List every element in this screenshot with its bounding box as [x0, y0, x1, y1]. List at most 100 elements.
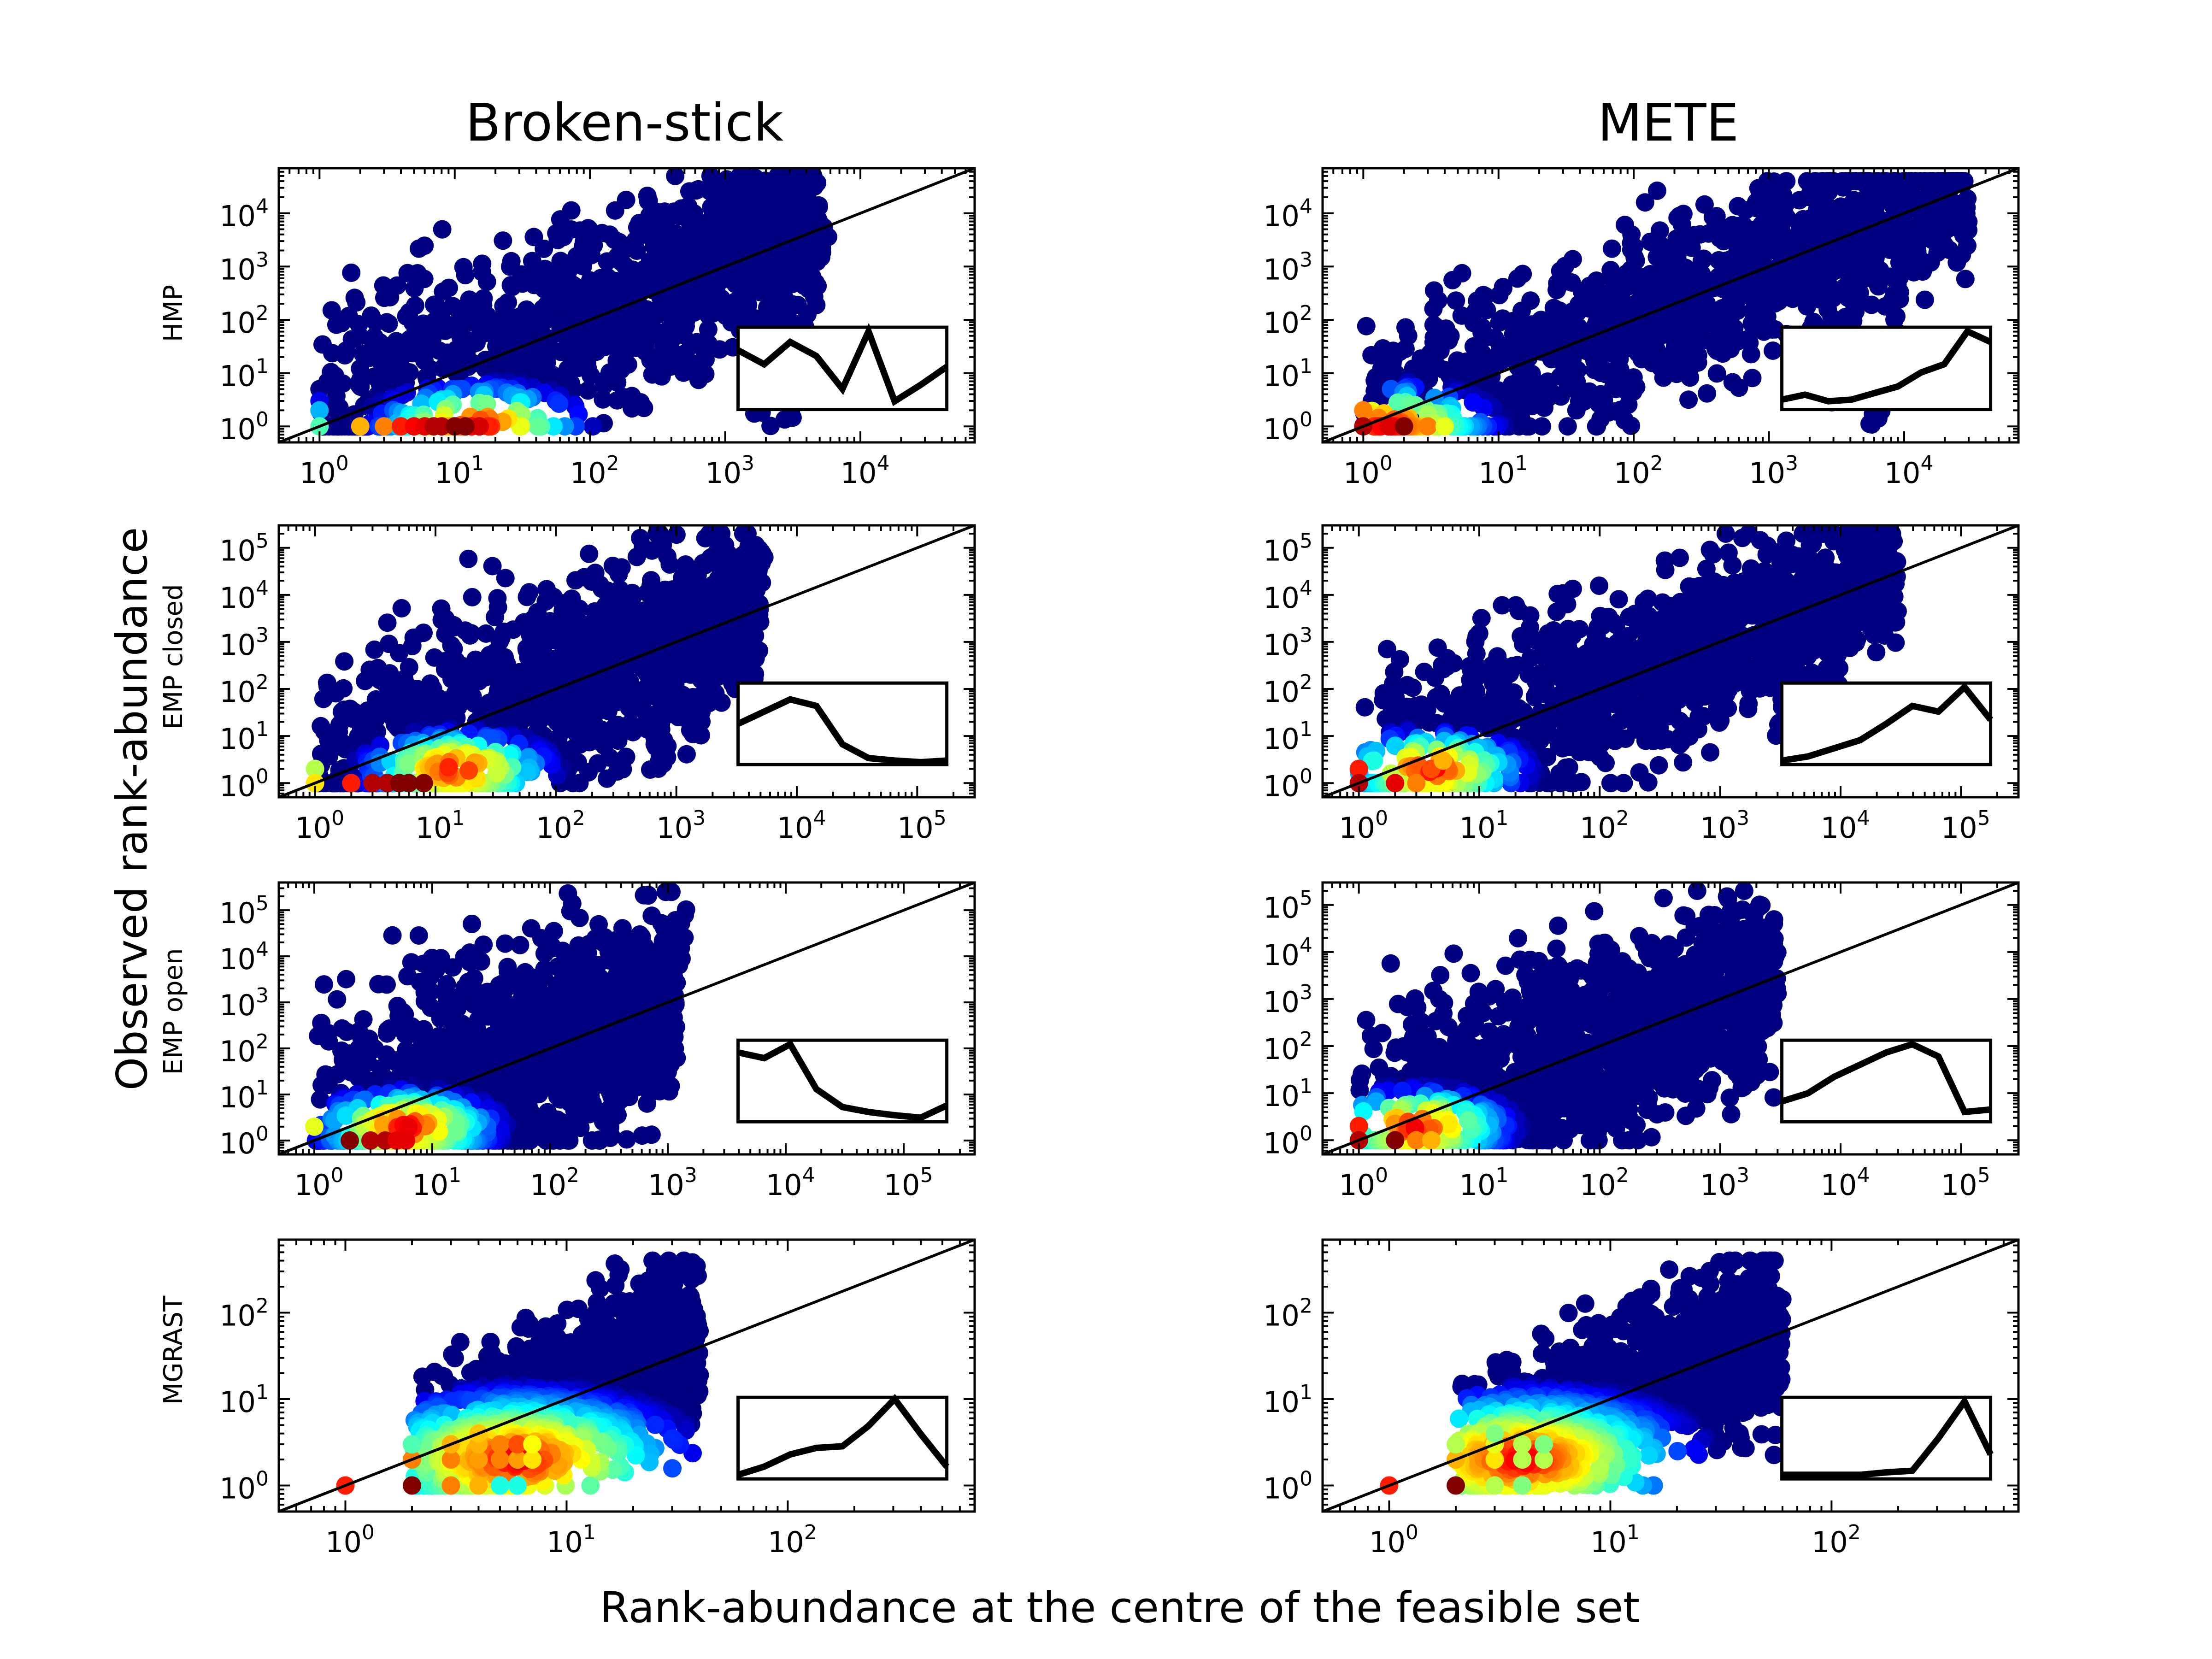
scatter-point [1821, 199, 1840, 218]
scatter-point [715, 191, 734, 209]
scatter-point [1851, 265, 1870, 283]
scatter-point [1551, 261, 1570, 280]
scatter-point [1697, 311, 1715, 329]
scatter-point [657, 706, 676, 724]
scatter-point [1723, 373, 1742, 392]
scatter-point [1948, 205, 1967, 224]
scatter-point [744, 574, 763, 593]
row-label-hmp: HMP [159, 285, 188, 342]
scatter-point [550, 394, 569, 413]
scatter-point [371, 700, 390, 719]
x-tick-label: 103 [705, 452, 754, 490]
scatter-point [351, 417, 370, 436]
scatter-point [1887, 195, 1906, 214]
scatter-point [400, 330, 419, 349]
scatter-point [580, 615, 599, 634]
scatter-point [1813, 172, 1832, 191]
y-tick-label-exponent: 5 [256, 529, 269, 553]
scatter-point [440, 278, 458, 297]
scatter-point [477, 624, 495, 643]
scatter-point [1729, 197, 1747, 216]
scatter-point [1575, 338, 1594, 357]
scatter-point [494, 231, 512, 250]
scatter-point [1720, 300, 1739, 319]
scatter-point [517, 639, 536, 658]
y-tick-label: 102 [1263, 301, 1312, 340]
scatter-point [1947, 172, 1966, 191]
scatter-point [1653, 347, 1672, 365]
scatter-point [1888, 275, 1907, 294]
y-tick-label-exponent: 3 [256, 248, 269, 271]
scatter-point [378, 613, 397, 632]
scatter-point [616, 679, 635, 698]
one-to-one-line [279, 168, 975, 442]
scatter-point [1447, 291, 1465, 310]
x-tick-label-base: 10 [777, 811, 813, 845]
scatter-point [414, 774, 433, 793]
x-tick-label-exponent: 2 [606, 452, 619, 475]
scatter-point [666, 168, 685, 185]
scatter-point [594, 390, 612, 409]
scatter-point [718, 591, 737, 610]
scatter-point [433, 220, 452, 239]
x-tick-label: 101 [435, 452, 484, 490]
scatter-point [665, 682, 683, 701]
scatter-point [454, 258, 473, 276]
scatter-point [630, 214, 649, 232]
y-tick-label-base: 10 [219, 306, 256, 340]
scatter-point [1707, 364, 1726, 383]
scatter-point [595, 338, 614, 356]
scatter-point [351, 370, 370, 389]
scatter-point [532, 705, 551, 724]
scatter-point [1552, 387, 1570, 406]
y-tick-label-exponent: 0 [1300, 408, 1312, 431]
panel-frame [277, 167, 976, 444]
scatter-point [1512, 301, 1531, 320]
scatter-point [645, 591, 664, 610]
x-tick-label-base: 10 [570, 456, 606, 490]
y-tick-label-exponent: 0 [256, 765, 269, 788]
x-tick-label-exponent: 5 [934, 806, 947, 830]
scatter-point [447, 299, 466, 318]
scatter-point [812, 248, 830, 267]
scatter-point [1748, 219, 1767, 238]
y-tick-label: 100 [219, 408, 269, 446]
scatter-point [467, 333, 486, 352]
scatter-point [624, 298, 643, 317]
scatter-point [649, 300, 668, 318]
scatter-point [564, 774, 582, 793]
y-tick-label-exponent: 4 [256, 195, 269, 218]
scatter-point [1755, 312, 1774, 330]
scatter-point [655, 202, 674, 221]
scatter-point [762, 227, 781, 246]
scatter-point [1379, 417, 1398, 436]
scatter-point [1896, 173, 1915, 192]
scatter-point [1798, 172, 1817, 191]
x-tick-label: 102 [1614, 452, 1663, 490]
scatter-point [1435, 417, 1454, 436]
y-tick-label-base: 10 [219, 628, 256, 662]
x-tick-label-exponent: 3 [741, 452, 754, 475]
scatter-point [782, 217, 801, 236]
scatter-point [801, 265, 820, 284]
scatter-point [1743, 369, 1762, 388]
scatter-point [1874, 172, 1893, 191]
scatter-point [342, 263, 361, 282]
scatter-point [1651, 246, 1670, 265]
scatter-point [1362, 346, 1381, 365]
scatter-point [463, 588, 482, 606]
scatter-point [606, 201, 624, 220]
scatter-point [1466, 301, 1485, 320]
scatter-point [1846, 248, 1865, 267]
y-tick-label-exponent: 1 [1300, 355, 1312, 378]
scatter-point [712, 271, 731, 289]
scatter-point [1896, 251, 1915, 270]
scatter-point [510, 664, 529, 682]
scatter-point [392, 599, 411, 618]
scatter-point [379, 635, 398, 653]
scatter-point [665, 665, 684, 683]
scatter-point [660, 555, 679, 574]
y-tick-label-base: 10 [219, 769, 256, 803]
scatter-point [610, 659, 629, 678]
scatter-point [645, 237, 664, 256]
